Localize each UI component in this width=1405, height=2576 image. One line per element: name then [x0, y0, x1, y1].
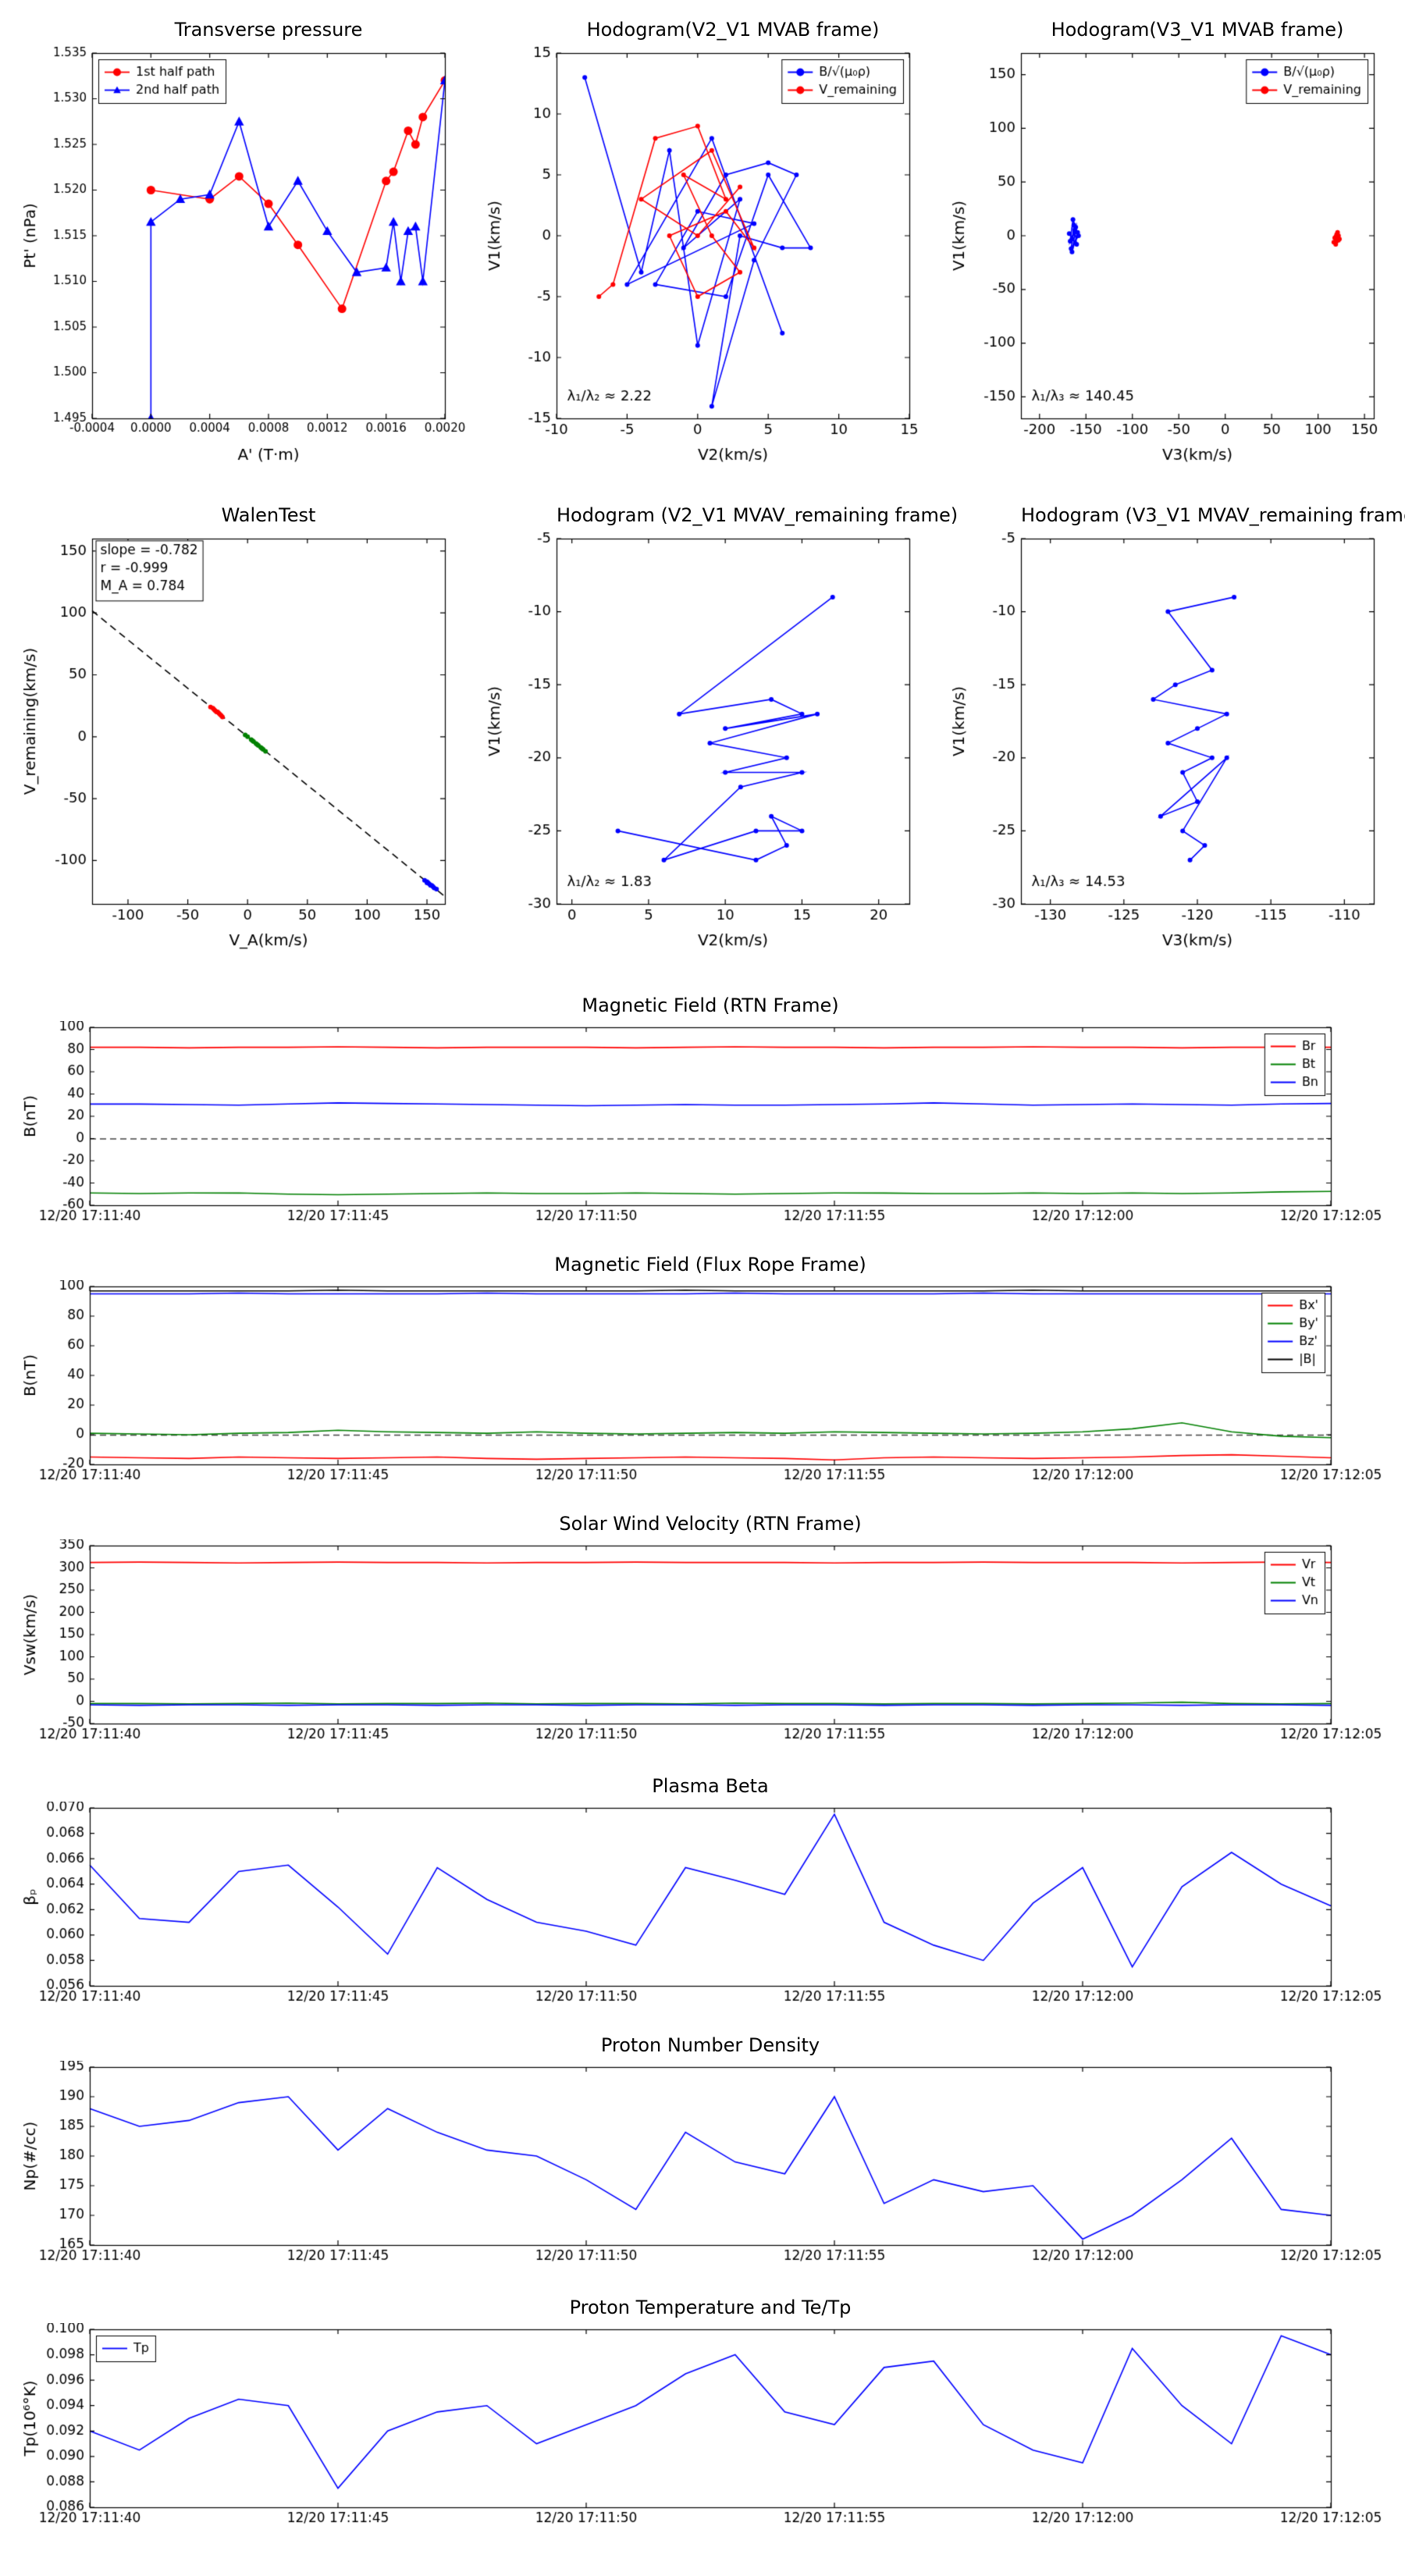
magnetic-field-flux-rope-plot: [16, 1280, 1389, 1491]
chart-proton-temperature: Proton Temperature and Te/Tp: [16, 2292, 1389, 2534]
chart-title: Proton Number Density: [600, 2034, 820, 2056]
chart-title: Hodogram(V2_V1 MVAB frame): [586, 19, 880, 41]
proton-temperature-plot: [16, 2323, 1389, 2534]
magnetic-field-rtn-plot: [16, 1021, 1389, 1232]
walen-test-plot: [16, 531, 468, 952]
solar-wind-velocity-plot: [16, 1539, 1389, 1750]
chart-hodogram-v3v1-mvab: Hodogram(V3_V1 MVAB frame): [944, 14, 1397, 467]
transverse-pressure-plot: [16, 45, 468, 467]
chart-hodogram-v2v1-mvab: Hodogram(V2_V1 MVAB frame): [480, 14, 933, 467]
hodogram-v3v1-mvav-plot: [944, 531, 1397, 952]
chart-hodogram-v3v1-mvav: Hodogram (V3_V1 MVAV_remaining frame): [944, 500, 1405, 952]
chart-title: Hodogram(V3_V1 MVAB frame): [1051, 19, 1344, 41]
hodogram-v2v1-mvab-plot: [480, 45, 933, 467]
plasma-beta-plot: [16, 1802, 1389, 2012]
chart-title: Proton Temperature and Te/Tp: [569, 2297, 852, 2318]
proton-number-density-plot: [16, 2061, 1389, 2272]
chart-solar-wind-velocity: Solar Wind Velocity (RTN Frame): [16, 1508, 1389, 1750]
chart-title: Magnetic Field (RTN Frame): [582, 994, 839, 1016]
chart-hodogram-v2v1-mvav: Hodogram (V2_V1 MVAV_remaining frame): [480, 500, 959, 952]
chart-title: WalenTest: [221, 504, 316, 526]
hodogram-v3v1-mvab-plot: [944, 45, 1397, 467]
hodogram-v2v1-mvav-plot: [480, 531, 933, 952]
chart-magnetic-field-rtn: Magnetic Field (RTN Frame): [16, 990, 1389, 1232]
chart-magnetic-field-flux-rope: Magnetic Field (Flux Rope Frame): [16, 1249, 1389, 1491]
chart-title: Hodogram (V3_V1 MVAV_remaining frame): [1021, 504, 1405, 526]
chart-title: Hodogram (V2_V1 MVAV_remaining frame): [557, 504, 959, 526]
chart-proton-number-density: Proton Number Density: [16, 2030, 1389, 2272]
chart-transverse-pressure: Transverse pressure: [16, 14, 468, 467]
chart-title: Magnetic Field (Flux Rope Frame): [554, 1254, 866, 1276]
chart-walen-test: WalenTest: [16, 500, 468, 952]
chart-title: Solar Wind Velocity (RTN Frame): [559, 1513, 862, 1535]
chart-plasma-beta: Plasma Beta: [16, 1770, 1389, 2012]
chart-title: Transverse pressure: [174, 19, 363, 41]
chart-title: Plasma Beta: [652, 1775, 769, 1797]
